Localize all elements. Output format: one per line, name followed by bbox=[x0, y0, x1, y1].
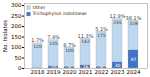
svg-text:10: 10 bbox=[51, 65, 57, 70]
svg-text:2022: 2022 bbox=[95, 69, 109, 75]
svg-text:0: 0 bbox=[18, 65, 22, 71]
svg-text:2018: 2018 bbox=[31, 69, 45, 75]
svg-text:250: 250 bbox=[11, 13, 22, 19]
svg-text:100: 100 bbox=[11, 44, 22, 50]
svg-text:12.9%: 12.9% bbox=[110, 13, 126, 19]
svg-text:16: 16 bbox=[82, 64, 89, 70]
svg-text:120: 120 bbox=[33, 44, 42, 49]
svg-text:100: 100 bbox=[65, 48, 74, 53]
svg-text:2019: 2019 bbox=[47, 69, 61, 75]
svg-text:150: 150 bbox=[11, 34, 22, 40]
svg-text:11.3%: 11.3% bbox=[78, 33, 94, 39]
svg-text:5.1%: 5.1% bbox=[95, 26, 108, 32]
svg-text:38.1%: 38.1% bbox=[126, 15, 142, 21]
svg-text:2024: 2024 bbox=[127, 69, 141, 75]
svg-text:135: 135 bbox=[49, 41, 58, 46]
svg-text:87: 87 bbox=[131, 57, 137, 62]
svg-text:8: 8 bbox=[68, 65, 71, 70]
svg-text:Other: Other bbox=[33, 5, 46, 10]
svg-text:2023: 2023 bbox=[111, 69, 125, 75]
svg-text:1.7%: 1.7% bbox=[31, 37, 44, 43]
svg-text:235: 235 bbox=[113, 20, 122, 25]
svg-text:175: 175 bbox=[97, 33, 106, 38]
svg-text:300: 300 bbox=[11, 2, 22, 8]
svg-text:No. Isolates: No. Isolates bbox=[2, 20, 8, 52]
svg-text:228: 228 bbox=[129, 21, 138, 26]
svg-text:7.4%: 7.4% bbox=[47, 34, 60, 40]
svg-text:2020: 2020 bbox=[63, 69, 77, 75]
svg-text:8.7%: 8.7% bbox=[63, 42, 76, 48]
svg-text:2021: 2021 bbox=[79, 69, 93, 75]
svg-text:142: 142 bbox=[81, 39, 90, 44]
svg-text:30: 30 bbox=[115, 63, 121, 68]
svg-text:50: 50 bbox=[15, 55, 22, 61]
svg-text:8: 8 bbox=[100, 65, 103, 70]
svg-text:200: 200 bbox=[11, 23, 22, 29]
svg-text:Trichophyton indotineae: Trichophyton indotineae bbox=[32, 11, 88, 16]
